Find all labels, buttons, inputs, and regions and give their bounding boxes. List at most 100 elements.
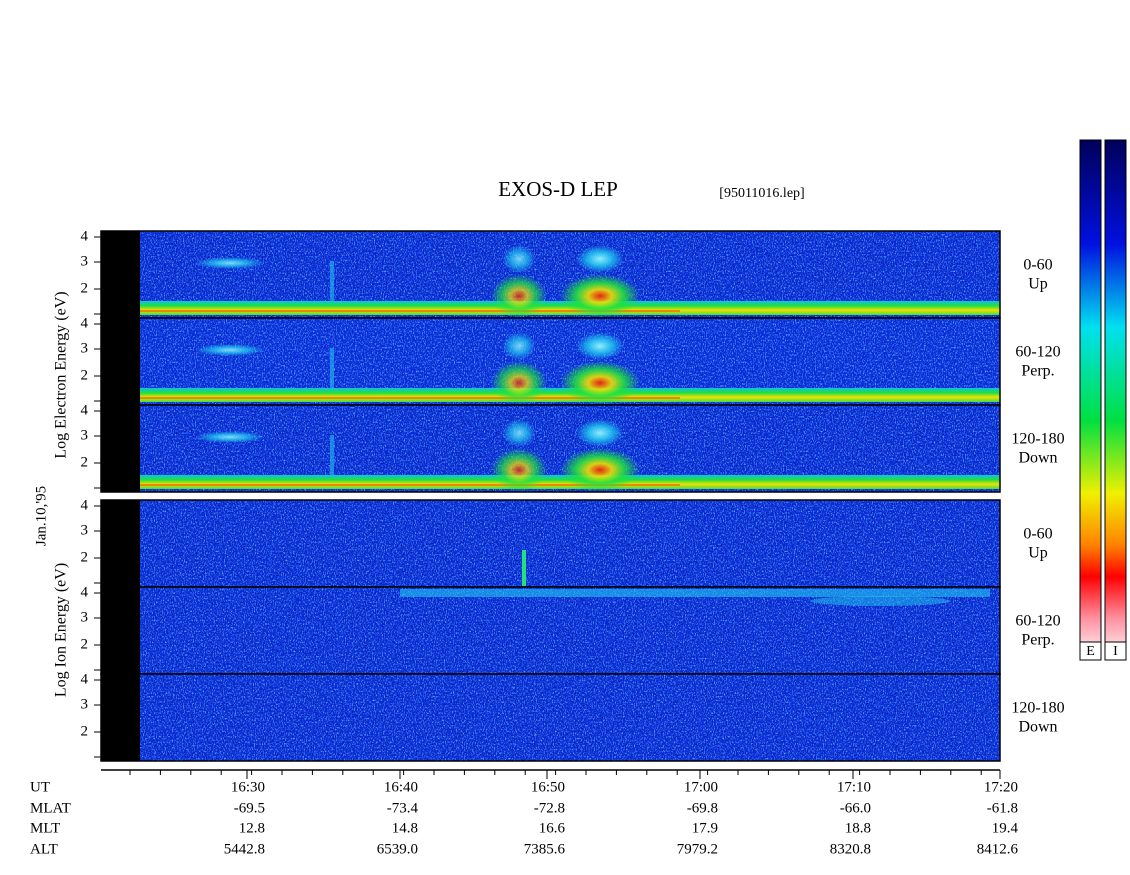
footer-value: 7979.2 <box>677 841 718 857</box>
feature-glow <box>195 431 265 443</box>
energy-range: 0-60 <box>1023 526 1052 543</box>
feature-glow <box>576 419 624 447</box>
feature-blob <box>560 361 640 405</box>
footer-value: 8412.6 <box>977 841 1019 857</box>
footer-value: 7385.6 <box>524 841 566 857</box>
feature-blob <box>491 448 547 492</box>
footer-value: 6539.0 <box>377 841 418 857</box>
feature-blob <box>560 274 640 318</box>
data-gap <box>101 405 140 492</box>
footer-value: 14.8 <box>392 820 418 836</box>
footer-value: -61.8 <box>987 800 1018 816</box>
ion-feature <box>810 596 950 606</box>
footer-value: -66.0 <box>840 800 871 816</box>
y-tick-label: 3 <box>81 253 89 269</box>
data-gap <box>101 500 140 587</box>
data-gap <box>101 231 140 318</box>
y-tick-label: 3 <box>81 522 89 538</box>
footer-value: 17:10 <box>837 779 871 795</box>
data-gap <box>101 674 140 761</box>
panel-frame <box>100 404 1001 493</box>
feature-spike <box>330 261 334 301</box>
footer-value: 16:30 <box>231 779 265 795</box>
row-label: ALT <box>30 841 58 857</box>
feature-spike <box>330 348 334 388</box>
title: EXOS-D LEP <box>498 177 618 201</box>
y-tick-label: 3 <box>81 340 89 356</box>
y-tick-label: 3 <box>81 696 89 712</box>
footer-value: 17:20 <box>984 779 1018 795</box>
footer-value: 16:50 <box>531 779 565 795</box>
color-bar <box>1079 139 1102 661</box>
direction: Down <box>1018 450 1057 467</box>
feature-glow <box>502 332 536 360</box>
file-name: [95011016.lep] <box>719 186 804 201</box>
data-gap <box>101 587 140 674</box>
footer-value: 19.4 <box>992 820 1019 836</box>
footer-value: 17:00 <box>684 779 718 795</box>
ion-spike <box>522 550 526 586</box>
feature-blob <box>560 448 640 492</box>
row-label: MLT <box>30 820 60 836</box>
energy-range: 120-180 <box>1011 700 1064 717</box>
energy-range: 60-120 <box>1015 613 1060 630</box>
energy-range: 60-120 <box>1015 344 1060 361</box>
date-label: Jan.10,'95 <box>33 486 49 546</box>
y-tick-label: 4 <box>81 315 89 331</box>
footer-value: 5442.8 <box>224 841 265 857</box>
ion-axis-label: Log Ion Energy (eV) <box>53 563 70 697</box>
feature-spike <box>330 435 334 475</box>
panel-frame <box>100 673 1001 762</box>
footer-value: -69.8 <box>687 800 718 816</box>
feature-glow <box>502 419 536 447</box>
feature-glow <box>195 344 265 356</box>
feature-glow <box>576 332 624 360</box>
ion-band <box>400 589 990 597</box>
y-tick-label: 4 <box>81 228 89 244</box>
feature-glow <box>195 257 265 269</box>
direction: Perp. <box>1021 363 1054 380</box>
direction: Up <box>1028 545 1048 562</box>
y-tick-label: 2 <box>81 454 89 470</box>
y-tick-label: 3 <box>81 609 89 625</box>
feature-glow <box>576 245 624 273</box>
direction: Up <box>1028 276 1048 293</box>
footer-value: -72.8 <box>534 800 565 816</box>
data-gap <box>101 318 140 405</box>
y-tick-label: 4 <box>81 584 89 600</box>
energy-range: 0-60 <box>1023 257 1052 274</box>
footer-value: 16.6 <box>539 820 566 836</box>
y-tick-label: 3 <box>81 427 89 443</box>
footer-value: 16:40 <box>384 779 418 795</box>
footer-value: 18.8 <box>845 820 871 836</box>
color-bar-label-box <box>1104 641 1127 661</box>
y-tick-label: 2 <box>81 723 89 739</box>
y-tick-label: 2 <box>81 636 89 652</box>
feature-glow <box>502 245 536 273</box>
color-bar-label: E <box>1086 644 1095 659</box>
y-tick-label: 2 <box>81 280 89 296</box>
footer-value: -69.5 <box>234 800 265 816</box>
y-tick-label: 4 <box>81 497 89 513</box>
y-tick-label: 4 <box>81 671 89 687</box>
footer-value: 8320.8 <box>830 841 871 857</box>
footer-value: 17.9 <box>692 820 718 836</box>
footer-value: -73.4 <box>387 800 419 816</box>
y-tick-label: 4 <box>81 402 89 418</box>
direction: Down <box>1018 719 1057 736</box>
footer-value: 12.8 <box>239 820 265 836</box>
energy-range: 120-180 <box>1011 431 1064 448</box>
color-bar-label: I <box>1113 644 1118 659</box>
color-bar-label-box <box>1079 641 1102 661</box>
spectrogram-speckle <box>140 674 1000 761</box>
spectrogram-speckle <box>140 500 1000 587</box>
y-tick-label: 2 <box>81 367 89 383</box>
direction: Perp. <box>1021 632 1054 649</box>
feature-blob <box>491 274 547 318</box>
color-bar <box>1104 139 1127 661</box>
y-tick-label: 2 <box>81 549 89 565</box>
row-label: UT <box>30 779 50 795</box>
feature-blob <box>491 361 547 405</box>
row-label: MLAT <box>30 800 71 816</box>
